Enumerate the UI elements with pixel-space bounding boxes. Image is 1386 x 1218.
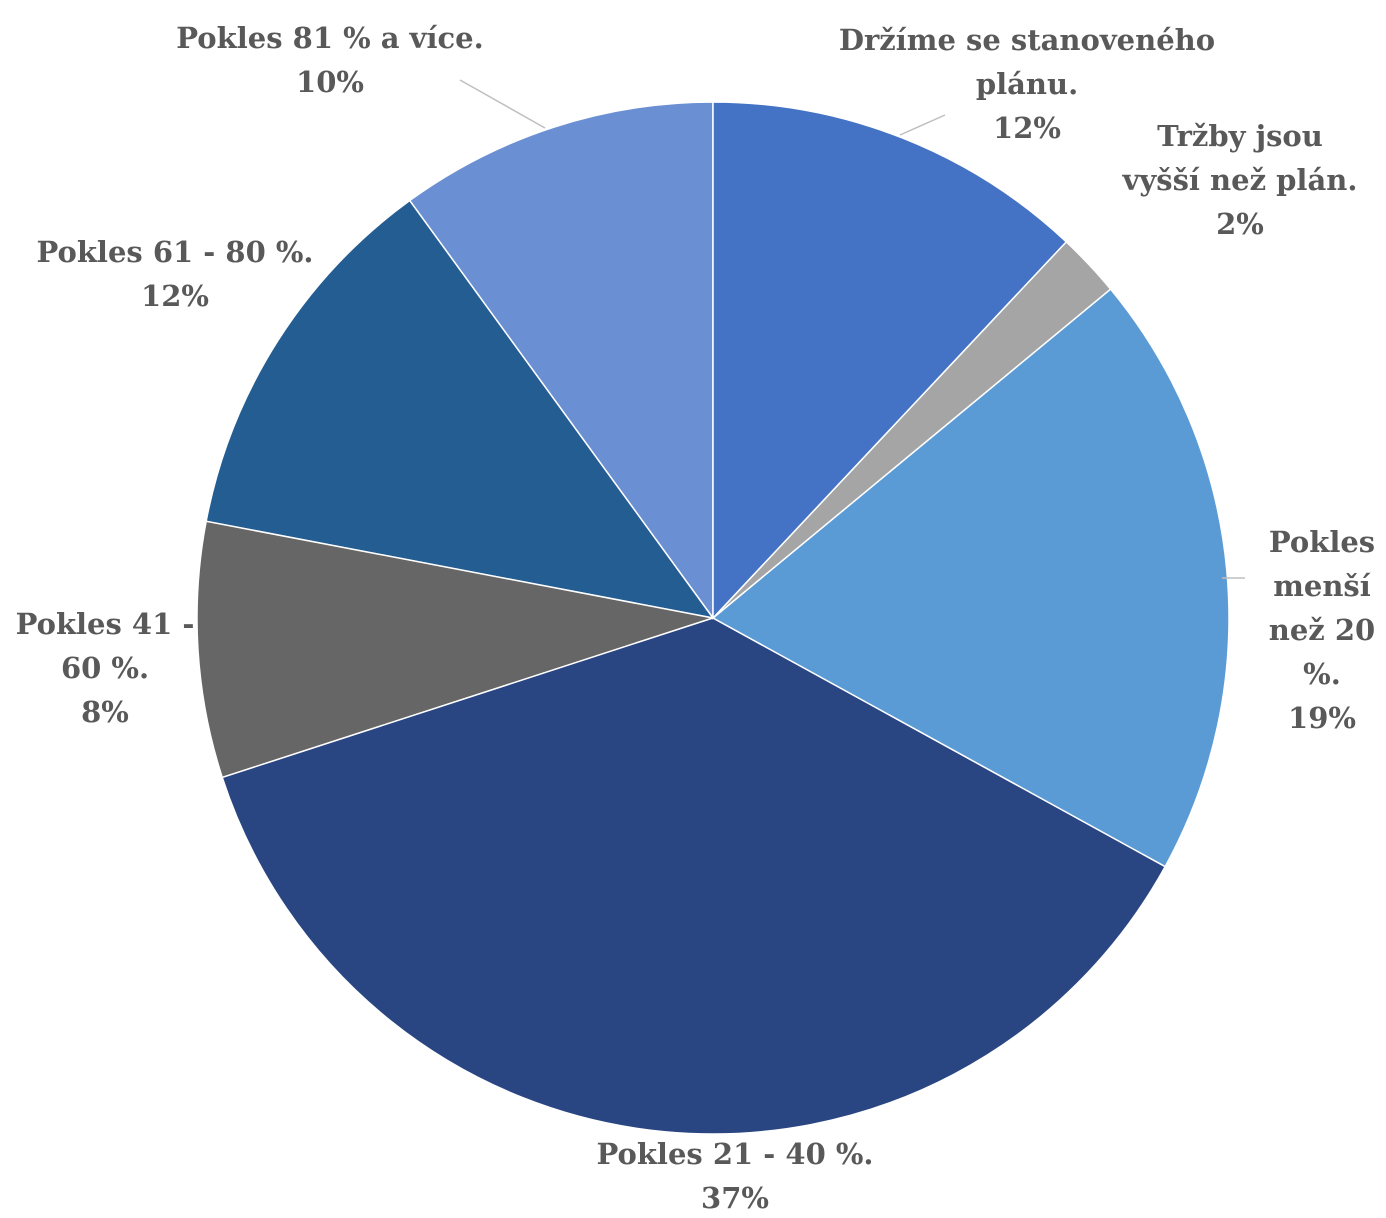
category-label: Pokles menší než 20 %. <box>1268 525 1376 691</box>
value-label: 10% <box>296 65 364 99</box>
value-label: 37% <box>701 1181 769 1215</box>
value-label: 12% <box>141 279 209 313</box>
pie-slice <box>205 199 715 620</box>
slice-label: Pokles 61 - 80 %. 12% <box>5 230 345 318</box>
leader-line <box>899 114 946 136</box>
pie-slice <box>712 101 1068 620</box>
slice-label: Pokles 41 - 60 %. 8% <box>15 602 195 734</box>
category-label: Pokles 21 - 40 %. <box>596 1137 874 1171</box>
pie-slice <box>221 617 1167 1135</box>
leader-line <box>459 79 546 129</box>
slice-label: Tržby jsou vyšší než plán. 2% <box>1115 114 1365 246</box>
value-label: 8% <box>81 695 129 729</box>
pie-slice <box>196 520 714 779</box>
category-label: Tržby jsou vyšší než plán. <box>1122 119 1358 197</box>
slice-label: Pokles menší než 20 %. 19% <box>1257 520 1386 740</box>
category-label: Držíme se stanoveného plánu. <box>838 23 1216 101</box>
value-label: 12% <box>993 111 1061 145</box>
slice-label: Pokles 21 - 40 %. 37% <box>555 1132 915 1218</box>
value-label: 2% <box>1216 207 1264 241</box>
value-label: 19% <box>1288 701 1356 735</box>
category-label: Pokles 81 % a více. <box>176 21 484 55</box>
pie-slice <box>408 101 714 621</box>
slice-label: Pokles 81 % a více. 10% <box>150 16 510 104</box>
pie-slice <box>711 288 1230 868</box>
slice-label: Držíme se stanoveného plánu. 12% <box>807 18 1247 150</box>
category-label: Pokles 61 - 80 %. <box>36 235 314 269</box>
category-label: Pokles 41 - 60 %. <box>15 607 195 685</box>
